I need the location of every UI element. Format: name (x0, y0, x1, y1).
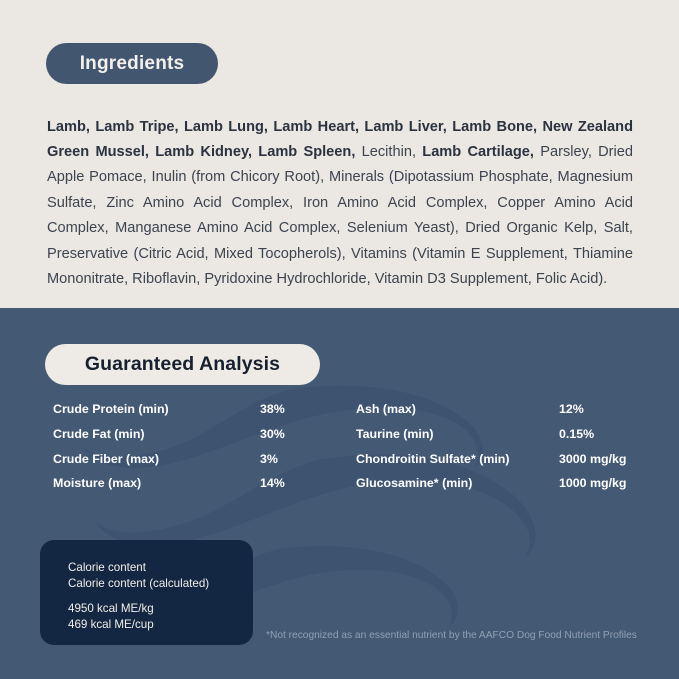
ingredients-rest: Parsley, Dried Apple Pomace, Inulin (fro… (47, 144, 634, 288)
calorie-spacer (68, 593, 253, 601)
nutrient-value: 0.15% (559, 426, 595, 441)
table-row: Crude Protein (min) 38% (53, 402, 343, 427)
table-row: Crude Fiber (max) 3% (53, 452, 343, 477)
calorie-content-calculated-label: Calorie content (calculated) (68, 577, 210, 591)
guaranteed-analysis-section: Guaranteed Analysis Crude Protein (min) … (0, 308, 679, 679)
table-row: Taurine (min) 0.15% (356, 427, 656, 452)
analysis-footnote: *Not recognized as an essential nutrient… (266, 630, 637, 641)
nutrient-label: Crude Fiber (max) (53, 451, 160, 466)
ingredients-bold-second: Lamb Cartilage, (422, 144, 534, 160)
nutrient-value: 3% (260, 451, 278, 466)
nutrient-value: 30% (260, 426, 285, 441)
analysis-column-right: Ash (max) 12% Taurine (min) 0.15% Chondr… (356, 402, 656, 501)
ingredients-section: Ingredients Lamb, Lamb Tripe, Lamb Lung,… (0, 0, 679, 308)
table-row: Moisture (max) 14% (53, 476, 343, 501)
nutrient-value: 1000 mg/kg (559, 476, 627, 491)
nutrient-label: Moisture (max) (53, 476, 142, 491)
calorie-kcal-per-kg: 4950 kcal ME/kg (68, 601, 154, 615)
ingredients-lecithin: Lecithin, (355, 144, 423, 160)
guaranteed-analysis-heading-pill: Guaranteed Analysis (45, 344, 320, 385)
table-row: Crude Fat (min) 30% (53, 427, 343, 452)
analysis-column-left: Crude Protein (min) 38% Crude Fat (min) … (53, 402, 343, 501)
nutrient-value: 14% (260, 476, 285, 491)
nutrient-label: Crude Protein (min) (53, 402, 169, 416)
nutrient-label: Ash (max) (356, 402, 416, 416)
calorie-content-label: Calorie content (68, 561, 146, 574)
ingredients-text: Lamb, Lamb Tripe, Lamb Lung, Lamb Heart,… (47, 115, 633, 293)
table-row: Chondroitin Sulfate* (min) 3000 mg/kg (356, 452, 656, 477)
calorie-kcal-per-cup: 469 kcal ME/cup (68, 618, 154, 632)
nutrient-label: Chondroitin Sulfate* (min) (356, 451, 510, 466)
nutrient-label: Taurine (min) (356, 426, 434, 441)
ingredients-bold-lead: Lamb, Lamb Tripe, Lamb Lung, Lamb Heart,… (47, 118, 633, 160)
table-row: Glucosamine* (min) 1000 mg/kg (356, 476, 656, 501)
nutrient-label: Crude Fat (min) (53, 426, 145, 441)
table-row: Ash (max) 12% (356, 402, 656, 427)
nutrient-value: 3000 mg/kg (559, 451, 627, 466)
calorie-content-box: Calorie content Calorie content (calcula… (40, 540, 253, 645)
ingredients-heading-pill: Ingredients (46, 43, 218, 84)
nutrient-label: Glucosamine* (min) (356, 476, 473, 491)
nutrient-value: 12% (559, 402, 584, 416)
nutrient-value: 38% (260, 402, 285, 416)
